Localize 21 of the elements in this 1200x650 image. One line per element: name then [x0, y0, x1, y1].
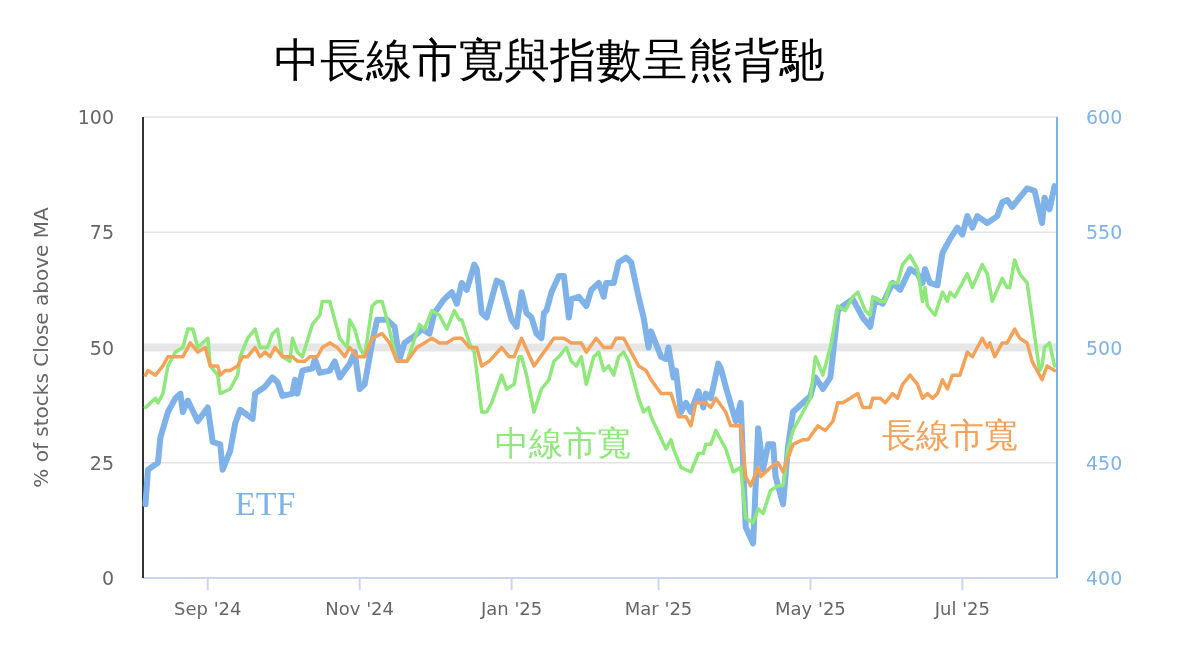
- y-tick-label: 100: [77, 106, 114, 128]
- y-tick-label: 50: [89, 336, 114, 359]
- x-tick-label: Sep '24: [174, 598, 242, 619]
- y2-tick-label: 400: [1086, 567, 1123, 589]
- y2-tick-label: 450: [1086, 451, 1123, 474]
- y-tick-label: 75: [89, 221, 114, 244]
- series-label: 長線市寬: [882, 417, 1018, 454]
- y2-tick-label: 500: [1086, 336, 1123, 359]
- y-tick-label: 0: [101, 567, 114, 589]
- y2-tick-label: 600: [1086, 106, 1123, 128]
- x-tick-label: May '25: [775, 598, 846, 619]
- x-tick-label: Jan '25: [479, 598, 543, 619]
- y2-tick-label: 550: [1086, 221, 1123, 244]
- series-label: 中線市寬: [495, 425, 631, 462]
- x-tick-label: Nov '24: [325, 598, 395, 619]
- series-label: ETF: [235, 485, 296, 522]
- y-axis-title: % of stocks Close above MA: [29, 207, 53, 488]
- chart-title: 中長線市寬與指數呈熊背馳: [274, 35, 826, 86]
- x-tick-label: Jul '25: [933, 598, 991, 619]
- x-tick-label: Mar '25: [624, 598, 693, 619]
- y-tick-label: 25: [89, 451, 114, 474]
